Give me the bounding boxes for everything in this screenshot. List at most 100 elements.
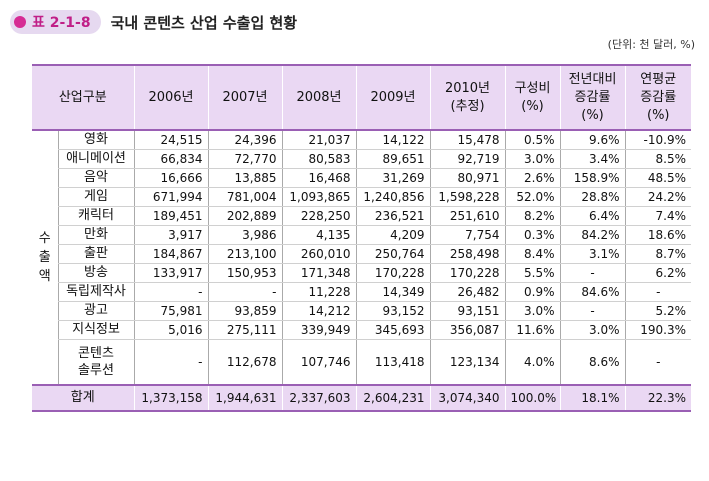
total-label: 합계 — [32, 384, 134, 412]
value-cell: 356,087 — [429, 320, 505, 340]
value-cell: 84.2% — [559, 225, 625, 245]
row-group-label: 수 출 액 — [38, 231, 51, 284]
value-cell: 250,764 — [355, 244, 430, 264]
value-cell: 112,678 — [207, 339, 282, 386]
value-cell: - — [207, 282, 282, 302]
table-row: 음악 16,666 13,885 16,468 31,269 80,971 2.6% 158.… — [32, 168, 691, 188]
table-row: 지식정보 5,016 275,111 339,949 345,693 356,087 11.… — [32, 320, 691, 340]
value-cell: 93,859 — [207, 301, 282, 321]
header-row: 산업구분 2006년 2007년 2008년 2009년 2010년 (추정) … — [32, 64, 691, 131]
table-row: 캐릭터 189,451 202,889 228,250 236,521 251,610 8.… — [32, 206, 691, 226]
value-cell: 1,093,865 — [281, 187, 356, 207]
value-cell: 93,151 — [429, 301, 505, 321]
total-value-cell: 2,337,603 — [281, 384, 356, 412]
value-cell: 6.4% — [559, 206, 625, 226]
value-cell: 3.0% — [504, 301, 560, 321]
value-cell: 251,610 — [429, 206, 505, 226]
total-value-cell: 18.1% — [559, 384, 625, 412]
category-cell: 콘텐츠 솔루션 — [57, 339, 134, 386]
value-cell: 24,396 — [207, 130, 282, 150]
table-row: 만화 3,917 3,986 4,135 4,209 7,754 0.3% 84.2% 18.6… — [32, 225, 691, 245]
value-cell: 8.5% — [624, 149, 691, 169]
category-cell: 음악 — [57, 168, 134, 188]
table-row: 광고 75,981 93,859 14,212 93,152 93,151 3.0% -5.2… — [32, 301, 691, 321]
value-cell: 4,209 — [355, 225, 430, 245]
value-cell: 133,917 — [133, 263, 208, 283]
value-cell: 8.4% — [504, 244, 560, 264]
value-cell: 14,122 — [355, 130, 430, 150]
value-cell: 0.9% — [504, 282, 560, 302]
value-cell: - — [559, 263, 625, 283]
value-cell: 18.6% — [624, 225, 691, 245]
value-cell: 5.5% — [504, 263, 560, 283]
category-cell: 애니메이션 — [57, 149, 134, 169]
value-cell: 260,010 — [281, 244, 356, 264]
category-cell: 만화 — [57, 225, 134, 245]
value-cell: 8.7% — [624, 244, 691, 264]
total-value-cell: 22.3% — [624, 384, 691, 412]
category-cell: 방송 — [57, 263, 134, 283]
column-header: 2006년 — [133, 64, 208, 131]
value-cell: 1,240,856 — [355, 187, 430, 207]
value-cell: - — [133, 282, 208, 302]
value-cell: 158.9% — [559, 168, 625, 188]
value-cell: 11,228 — [281, 282, 356, 302]
value-cell: 48.5% — [624, 168, 691, 188]
value-cell: 236,521 — [355, 206, 430, 226]
column-header: 산업구분 — [32, 64, 134, 131]
value-cell: 7.4% — [624, 206, 691, 226]
table-row: 게임 671,994 781,004 1,093,865 1,240,856 1,598,… — [32, 187, 691, 207]
export-status-table: 산업구분 2006년 2007년 2008년 2009년 2010년 (추정) … — [32, 64, 691, 412]
value-cell: 339,949 — [281, 320, 356, 340]
table-number: 표 2-1-8 — [32, 15, 91, 31]
category-cell: 캐릭터 — [57, 206, 134, 226]
value-cell: 14,349 — [355, 282, 430, 302]
value-cell: 9.6% — [559, 130, 625, 150]
table-title: 국내 콘텐츠 산업 수출입 현황 — [110, 13, 298, 32]
value-cell: 170,228 — [355, 263, 430, 283]
column-header: 연평균 증감률 (%) — [624, 64, 691, 131]
value-cell: 8.6% — [559, 339, 625, 386]
column-header: 2009년 — [355, 64, 430, 131]
column-header: 2007년 — [207, 64, 282, 131]
value-cell: 13,885 — [207, 168, 282, 188]
value-cell: 24.2% — [624, 187, 691, 207]
value-cell: 107,746 — [281, 339, 356, 386]
column-header: 2008년 — [281, 64, 356, 131]
value-cell: 80,971 — [429, 168, 505, 188]
value-cell: 6.2% — [624, 263, 691, 283]
unit-note: (단위: 천 달러, %) — [607, 38, 695, 51]
value-cell: 72,770 — [207, 149, 282, 169]
value-cell: 345,693 — [355, 320, 430, 340]
value-cell: 213,100 — [207, 244, 282, 264]
value-cell: 202,889 — [207, 206, 282, 226]
category-cell: 광고 — [57, 301, 134, 321]
total-row: 합계 1,373,158 1,944,631 2,337,603 2,604,231 3,… — [32, 384, 691, 412]
value-cell: 184,867 — [133, 244, 208, 264]
value-cell: 16,666 — [133, 168, 208, 188]
value-cell: 123,134 — [429, 339, 505, 386]
value-cell: 66,834 — [133, 149, 208, 169]
value-cell: 93,152 — [355, 301, 430, 321]
value-cell: 781,004 — [207, 187, 282, 207]
title-row: 표 2-1-8 국내 콘텐츠 산업 수출입 현황 — [10, 10, 297, 34]
value-cell: 28.8% — [559, 187, 625, 207]
column-header: 전년대비 증감률 (%) — [559, 64, 625, 131]
value-cell: 1,598,228 — [429, 187, 505, 207]
value-cell: 7,754 — [429, 225, 505, 245]
value-cell: 15,478 — [429, 130, 505, 150]
table-row: 콘텐츠 솔루션 -112,678 107,746 113,418 123,134 4.0%… — [32, 339, 691, 386]
total-value-cell: 1,373,158 — [133, 384, 208, 412]
value-cell: 3.0% — [504, 149, 560, 169]
value-cell: 258,498 — [429, 244, 505, 264]
value-cell: 275,111 — [207, 320, 282, 340]
value-cell: 31,269 — [355, 168, 430, 188]
table-number-badge: 표 2-1-8 — [10, 10, 101, 34]
category-cell: 출판 — [57, 244, 134, 264]
value-cell: 0.5% — [504, 130, 560, 150]
value-cell: 170,228 — [429, 263, 505, 283]
table-row: 수 출 액 영화 24,515 24,396 21,037 14,122 15,478 0.5… — [32, 130, 691, 284]
value-cell: 14,212 — [281, 301, 356, 321]
value-cell: 2.6% — [504, 168, 560, 188]
table-row: 방송 133,917 150,953 171,348 170,228 170,228 5.5… — [32, 263, 691, 283]
